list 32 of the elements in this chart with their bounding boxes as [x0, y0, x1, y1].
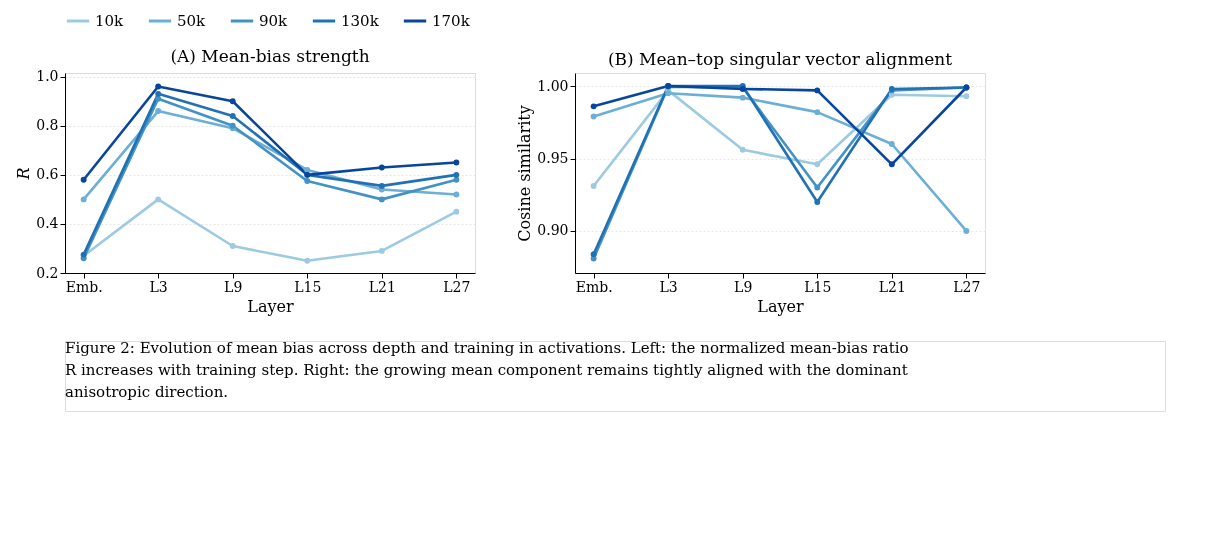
- legend-label: 10k: [95, 12, 125, 30]
- chart-title: (A) Mean-bias strength: [170, 45, 370, 66]
- y-axis-title: Cosine similarity: [515, 105, 535, 242]
- y-tick-label: 0.2: [36, 264, 59, 281]
- legend-label: 50k: [177, 12, 207, 30]
- x-axis-title: Layer: [247, 296, 295, 316]
- x-tick-label: L21: [878, 278, 906, 295]
- y-tick-label: 0.4: [36, 215, 59, 232]
- x-tick-label: L3: [659, 278, 678, 295]
- y-tick-label: 0.90: [537, 222, 569, 239]
- y-tick-label: 0.8: [36, 117, 59, 134]
- y-tick-label: 1.0: [36, 68, 59, 85]
- chart-title: (B) Mean–top singular vector alignment: [607, 49, 953, 69]
- x-tick-label: L3: [149, 278, 168, 295]
- x-tick-label: L15: [294, 278, 322, 295]
- x-axis-title: Layer: [757, 296, 805, 316]
- x-tick-label: Emb.: [575, 278, 613, 295]
- x-tick-label: L21: [368, 278, 396, 295]
- x-tick-label: L15: [804, 278, 832, 295]
- x-tick-label: Emb.: [65, 278, 103, 295]
- x-tick-label: L9: [224, 278, 243, 295]
- y-tick-label: 0.95: [537, 150, 569, 167]
- caption: Figure 2: Evolution of mean bias across depth and training in activations. Left: the normalized mean-bias ratio R increases with training step. Right: the growing mean component remains tightly aligned with the dominant anisotropic direction.: [65, 339, 909, 401]
- legend-label: 170k: [432, 12, 471, 30]
- x-tick-label: L9: [734, 278, 753, 295]
- y-axis-title: R: [14, 167, 34, 181]
- y-tick-label: 0.6: [36, 166, 59, 183]
- x-tick-label: L27: [443, 278, 471, 295]
- x-tick-label: L27: [953, 278, 981, 295]
- y-tick-label: 1.00: [537, 77, 569, 94]
- legend-label: 90k: [259, 12, 289, 30]
- legend-label: 130k: [341, 12, 380, 30]
